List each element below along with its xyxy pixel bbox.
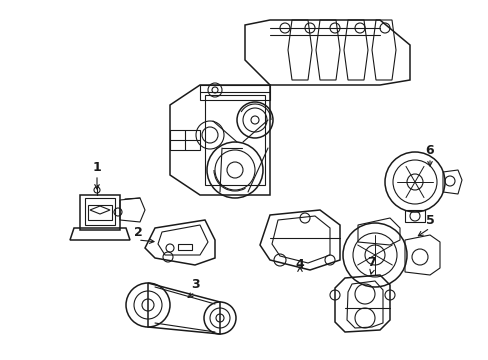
Text: 4: 4 xyxy=(295,257,304,270)
Text: 6: 6 xyxy=(425,144,433,157)
Text: 2: 2 xyxy=(133,225,142,239)
Text: 5: 5 xyxy=(425,213,433,226)
Text: 1: 1 xyxy=(92,161,101,174)
Text: 3: 3 xyxy=(190,278,199,291)
Text: 7: 7 xyxy=(367,256,376,269)
